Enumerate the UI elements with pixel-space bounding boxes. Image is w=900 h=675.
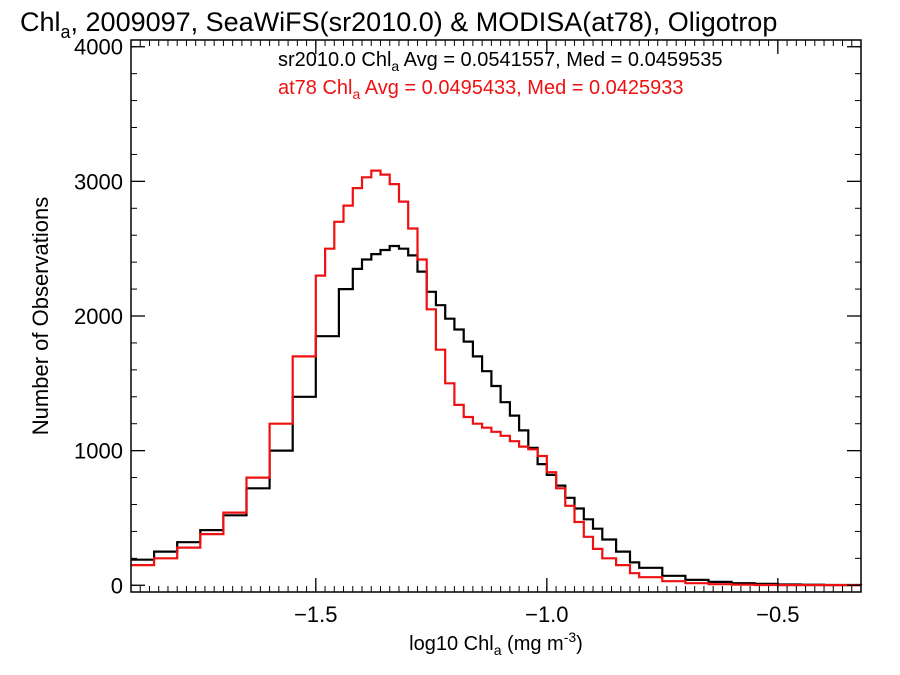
annotation-black: sr2010.0 Chla Avg = 0.0541557, Med = 0.0… [278,49,722,74]
legend-annotations: sr2010.0 Chla Avg = 0.0541557, Med = 0.0… [278,49,722,102]
x-axis-label: log10 Chla (mg m-3) [409,629,583,658]
x-tick-label-0: −1.5 [294,602,337,627]
y-tick-label-4: 4000 [74,35,123,60]
series-line-1 [131,244,863,587]
series-layer [131,169,863,587]
series-line-2 [131,169,863,587]
y-tick-label-3: 3000 [74,169,123,194]
plot-frame [130,39,862,593]
y-axis-label: Number of Observations [28,197,53,435]
y-tick-label-0: 0 [111,573,123,598]
axes-layer: −1.5 −1.0 −0.5 0 1000 2000 3000 4000 [74,35,862,627]
y-tick-label-2: 2000 [74,304,123,329]
x-tick-label-2: −0.5 [756,602,799,627]
y-tick-label-1: 1000 [74,439,123,464]
annotation-red: at78 Chla Avg = 0.0495433, Med = 0.04259… [278,77,684,102]
chart-title: Chla, 2009097, SeaWiFS(sr2010.0) & MODIS… [20,7,777,42]
x-tick-label-1: −1.0 [525,602,568,627]
